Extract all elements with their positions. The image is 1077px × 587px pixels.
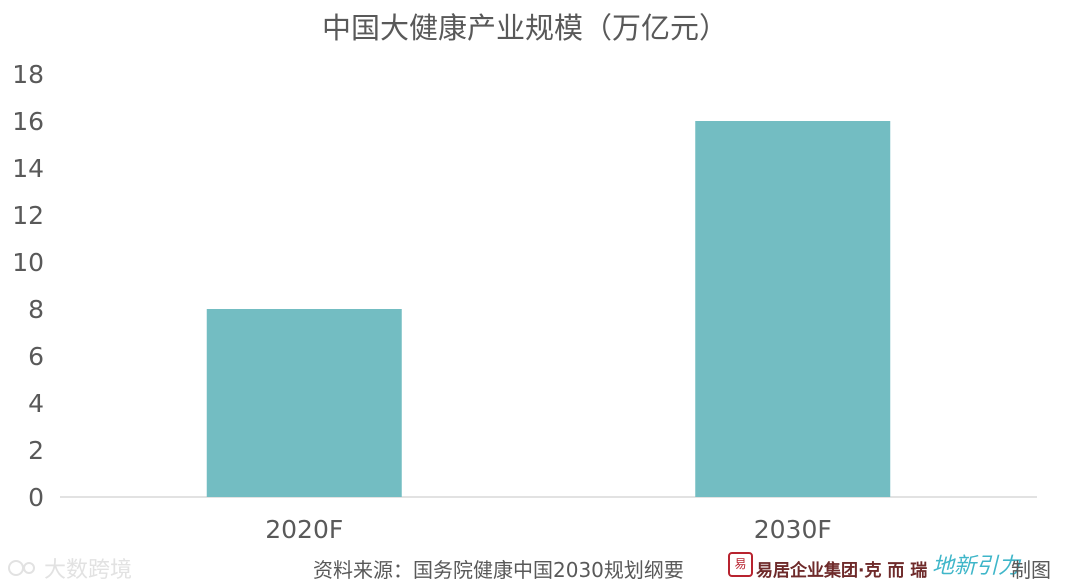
y-tick-label: 8 (28, 295, 44, 324)
source-note: 资料来源：国务院健康中国2030规划纲要 (313, 558, 684, 582)
y-tick-label: 14 (12, 154, 44, 183)
x-tick-label: 2020F (265, 515, 343, 544)
y-axis-ticks: 0 2 4 6 8 10 12 14 16 18 (12, 60, 44, 512)
bars-group (206, 121, 891, 497)
bar-2030F (695, 121, 891, 497)
y-tick-label: 2 (28, 436, 44, 465)
y-tick-label: 0 (28, 483, 44, 512)
brand-name: 易居企业集团·克 而 瑞 (756, 561, 928, 581)
y-tick-label: 10 (12, 248, 44, 277)
y-tick-label: 12 (12, 201, 44, 230)
made-by-label: 制图 (1011, 558, 1051, 582)
bar-2020F (206, 309, 402, 497)
y-tick-label: 18 (12, 60, 44, 89)
watermark-logo-icon (8, 557, 38, 579)
watermark-text: 大数跨境 (44, 558, 133, 583)
x-tick-label: 2030F (754, 515, 832, 544)
footer: 大数跨境 资料来源：国务院健康中国2030规划纲要 易居 易居企业集团·克 而 … (0, 548, 1077, 587)
brand-logo-text: 地新引力 (932, 554, 1021, 579)
chart-title: 中国大健康产业规模（万亿元） (322, 11, 728, 45)
y-tick-label: 16 (12, 107, 44, 136)
seal-logo: 易居 (728, 552, 753, 577)
y-tick-label: 4 (28, 389, 44, 418)
y-tick-label: 6 (28, 342, 44, 371)
x-axis-ticks: 2020F 2030F (265, 515, 832, 544)
watermark: 大数跨境 (8, 552, 132, 584)
